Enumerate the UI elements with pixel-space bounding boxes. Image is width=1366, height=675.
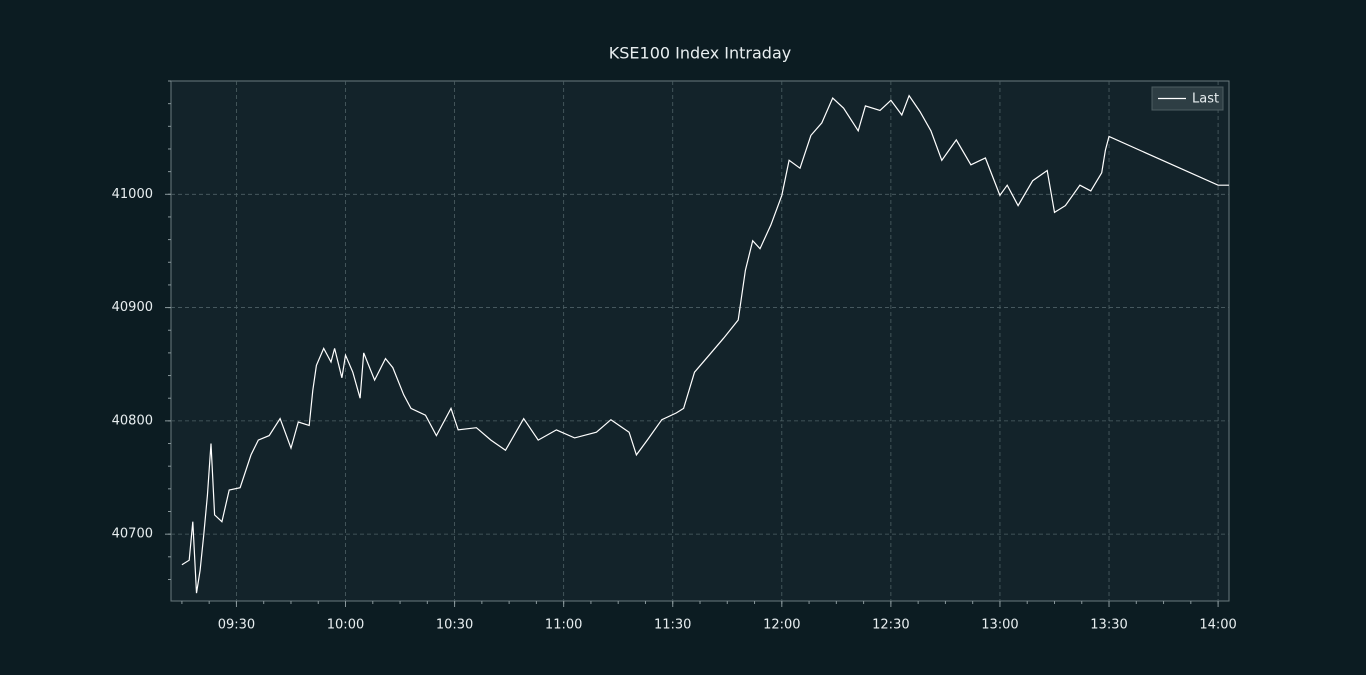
x-tick-label: 09:30 <box>218 618 255 633</box>
x-tick-label: 14:00 <box>1199 618 1236 633</box>
x-tick-label: 11:00 <box>545 618 582 633</box>
line <box>181 94 1229 594</box>
chart-title: KSE100 Index Intraday <box>609 44 791 63</box>
y-tick-label: 41000 <box>112 187 153 202</box>
x-tick-label: 11:30 <box>654 618 691 633</box>
x-tick-label: 13:30 <box>1090 618 1127 633</box>
x-tick-label: 13:00 <box>981 618 1018 633</box>
plot-area <box>170 80 1230 602</box>
y-tick-label: 40900 <box>112 300 153 315</box>
x-tick-label: 12:00 <box>763 618 800 633</box>
y-tick-label: 40700 <box>112 527 153 542</box>
y-tick-label: 40800 <box>112 413 153 428</box>
x-tick-label: 10:00 <box>327 618 364 633</box>
x-tick-label: 12:30 <box>872 618 909 633</box>
x-tick-label: 10:30 <box>436 618 473 633</box>
legend-label: Last <box>1192 92 1219 107</box>
legend-box <box>1151 86 1224 111</box>
